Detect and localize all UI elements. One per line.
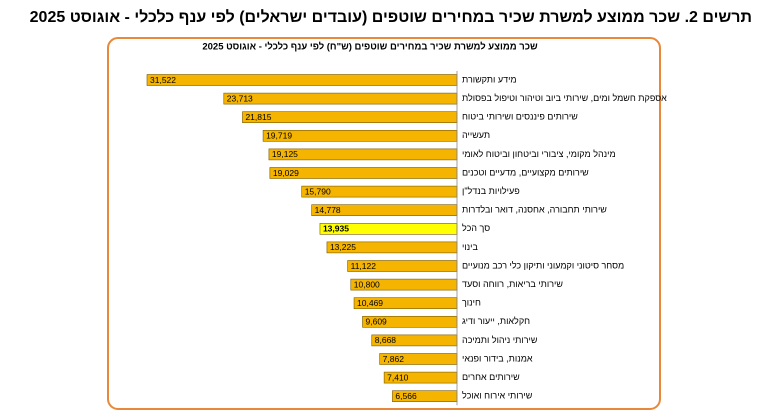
value-label: 6,566 xyxy=(395,391,417,401)
value-label: 15,790 xyxy=(305,186,331,196)
value-label: 14,778 xyxy=(315,205,341,215)
bar xyxy=(262,130,458,142)
value-label: 21,815 xyxy=(245,112,271,122)
value-label: 19,029 xyxy=(273,168,299,178)
category-label: פעילויות בנדל"ן xyxy=(462,186,520,196)
value-label: 10,469 xyxy=(357,298,383,308)
category-label: חקלאות, ייעור ודיג xyxy=(462,316,530,326)
category-label: בינוי xyxy=(462,242,479,252)
value-label: 11,122 xyxy=(351,261,377,271)
category-label: תעשייה xyxy=(462,130,490,140)
category-label: שירותי אירוח ואוכל xyxy=(462,391,533,401)
category-label: שירותים פיננסים ושירותי ביטוח xyxy=(462,112,578,122)
value-label: 13,935 xyxy=(323,224,349,234)
value-label: 8,668 xyxy=(375,335,397,345)
category-label: שירותי ניהול ותמיכה xyxy=(462,335,538,345)
value-label: 10,800 xyxy=(354,279,380,289)
chart-title: תרשים 2. שכר ממוצע למשרת שכיר במחירים שו… xyxy=(30,8,752,26)
bar xyxy=(146,74,458,86)
value-label: 19,719 xyxy=(266,131,292,141)
value-label: 13,225 xyxy=(330,242,356,252)
value-label: 31,522 xyxy=(150,75,176,85)
bar xyxy=(223,92,458,105)
value-label: 19,125 xyxy=(272,149,298,159)
category-label: שירותים אחרים xyxy=(462,372,520,382)
category-label: אספקת חשמל ומים, שירותי ביוב וטיהור וטיפ… xyxy=(462,93,667,103)
category-label: מידע ותקשורת xyxy=(462,74,517,84)
value-label: 23,713 xyxy=(227,93,253,103)
category-label: שירותי בריאות, רווחה וסעד xyxy=(462,279,563,289)
category-label: מסחר סיטוני וקמעוני ותיקון כלי רכב מנועי… xyxy=(462,260,624,270)
category-label: שירותים מקצועיים, מדעיים וטכנים xyxy=(462,167,589,177)
category-label: אמנות, בידור ופנאי xyxy=(462,353,533,363)
category-label: שירותי תחבורה, אחסנה, דואר ובלדרות xyxy=(462,205,607,215)
category-label: סך הכל xyxy=(462,223,490,233)
value-label: 7,862 xyxy=(383,354,405,364)
bar xyxy=(242,111,458,123)
category-label: חינוך xyxy=(462,298,481,308)
value-label: 9,609 xyxy=(366,317,388,327)
category-label: מינהל מקומי, ציבורי וביטחון וביטוח לאומי xyxy=(462,149,616,159)
value-label: 7,410 xyxy=(387,372,409,382)
chart-subtitle: שכר ממוצע למשרת שכיר במחירים שוטפים (ש"ח… xyxy=(202,42,538,53)
